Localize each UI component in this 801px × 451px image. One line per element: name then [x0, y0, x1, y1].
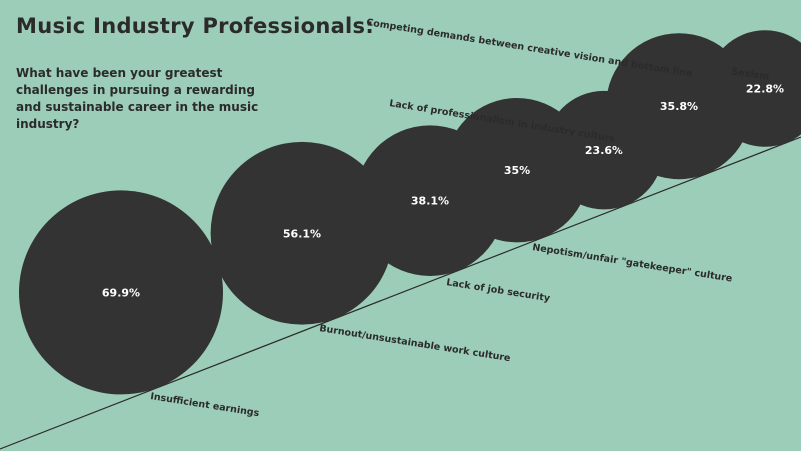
- bubble-1: [19, 190, 223, 395]
- category-label: Nepotism/unfair "gatekeeper" culture: [532, 242, 733, 285]
- bubble-value-label: 23.6%: [585, 144, 623, 157]
- bubble-7: [706, 30, 801, 147]
- chart-subtitle: What have been your greatest challenges …: [16, 66, 259, 131]
- bubble-value-label: 69.9%: [102, 286, 140, 299]
- category-label: Insufficient earnings: [150, 391, 261, 419]
- bubble-value-label: 22.8%: [746, 83, 784, 96]
- baseline-diagonal: [0, 136, 801, 450]
- chart-title: Music Industry Professionals:: [16, 14, 375, 38]
- category-label: Lack of job security: [446, 277, 552, 304]
- bubble-value-label: 35%: [504, 164, 530, 177]
- bubble-2: [210, 141, 394, 325]
- bubble-value-label: 35.8%: [660, 100, 698, 113]
- bubble-value-label: 38.1%: [411, 195, 449, 208]
- bubble-value-label: 56.1%: [283, 227, 321, 240]
- category-label: Burnout/unsustainable work culture: [319, 323, 512, 364]
